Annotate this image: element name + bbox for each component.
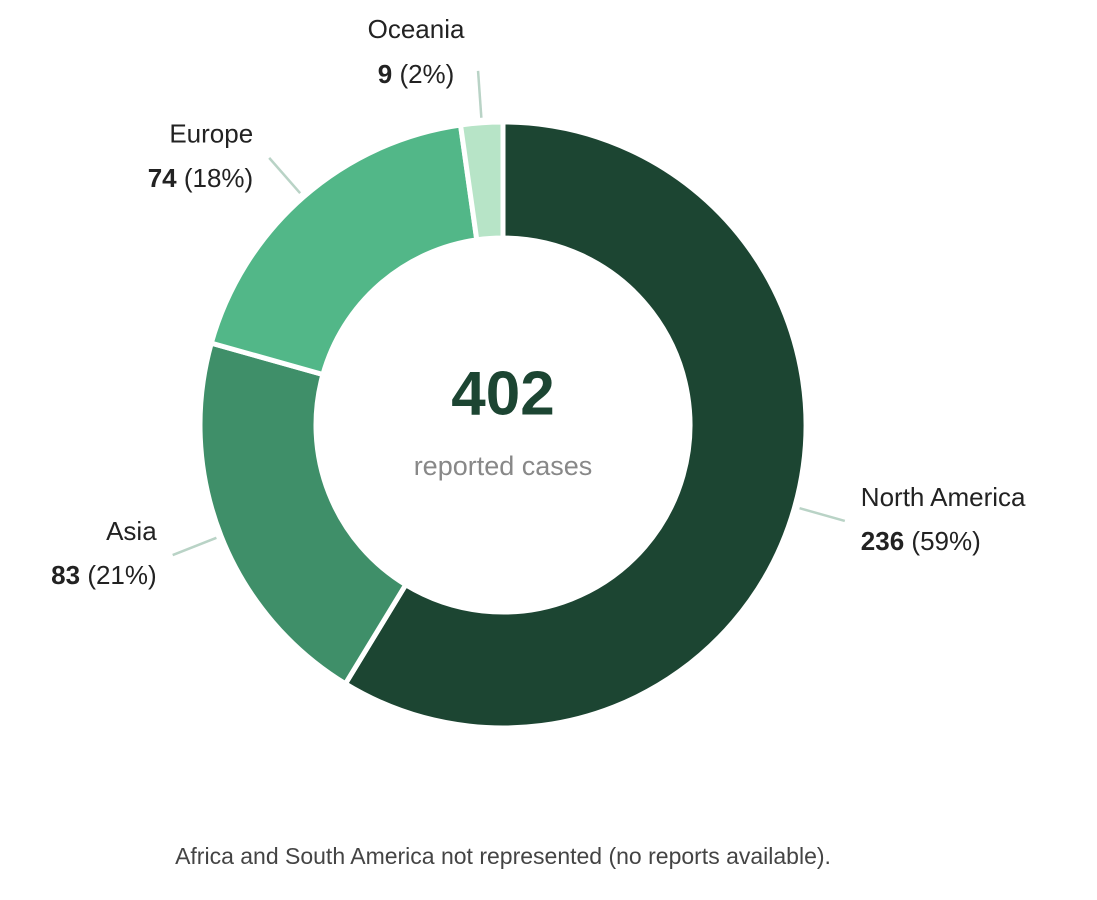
total-label: reported cases <box>414 451 593 481</box>
leader-line <box>799 506 846 523</box>
slice-name: Asia <box>106 516 157 546</box>
value-label: 74 (18%) <box>148 163 253 193</box>
slice-name: Europe <box>169 119 253 149</box>
value-label: 9 (2%) <box>378 59 455 89</box>
donut <box>197 119 809 731</box>
total: 402 <box>451 359 554 428</box>
leader-line <box>476 70 483 118</box>
slice <box>208 122 480 378</box>
slice <box>341 119 809 731</box>
value-label: 236 (59%) <box>861 526 981 556</box>
slice-name: North America <box>861 482 1026 512</box>
slice-name: Oceania <box>368 14 465 44</box>
leader-line <box>268 157 302 195</box>
slice <box>457 119 506 243</box>
slice <box>197 340 410 688</box>
leader-line <box>172 536 217 557</box>
value-label: 83 (21%) <box>51 560 157 590</box>
footnote: Africa and South America not represented… <box>175 843 831 869</box>
